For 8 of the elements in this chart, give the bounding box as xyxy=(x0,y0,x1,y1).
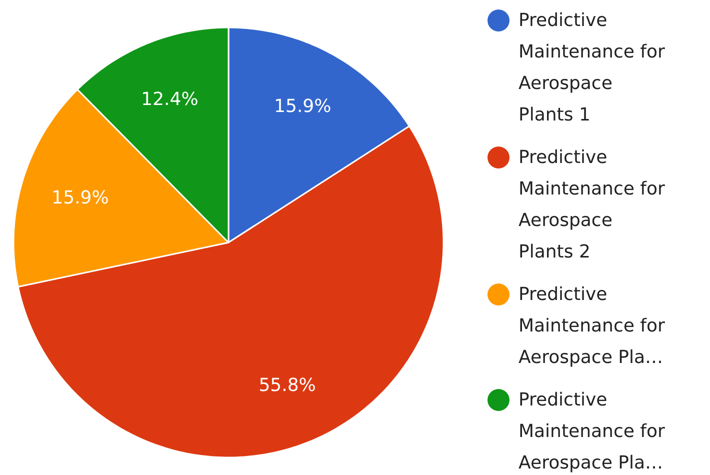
data-label: 15.9% xyxy=(52,187,109,208)
data-label: 15.9% xyxy=(274,96,332,118)
legend-label: Predictive Maintenance for Aerospace Pla… xyxy=(518,284,666,368)
legend-label: Predictive Maintenance for Aerospace Pla… xyxy=(518,390,666,474)
data-label: 55.8% xyxy=(258,375,316,396)
legend-label: Predictive Maintenance for Aerospace Plants 2 xyxy=(518,147,666,262)
data-label: 12.4% xyxy=(141,88,198,110)
legend-label: Predictive Maintenance for Aerospace Plants 1 xyxy=(518,10,666,126)
